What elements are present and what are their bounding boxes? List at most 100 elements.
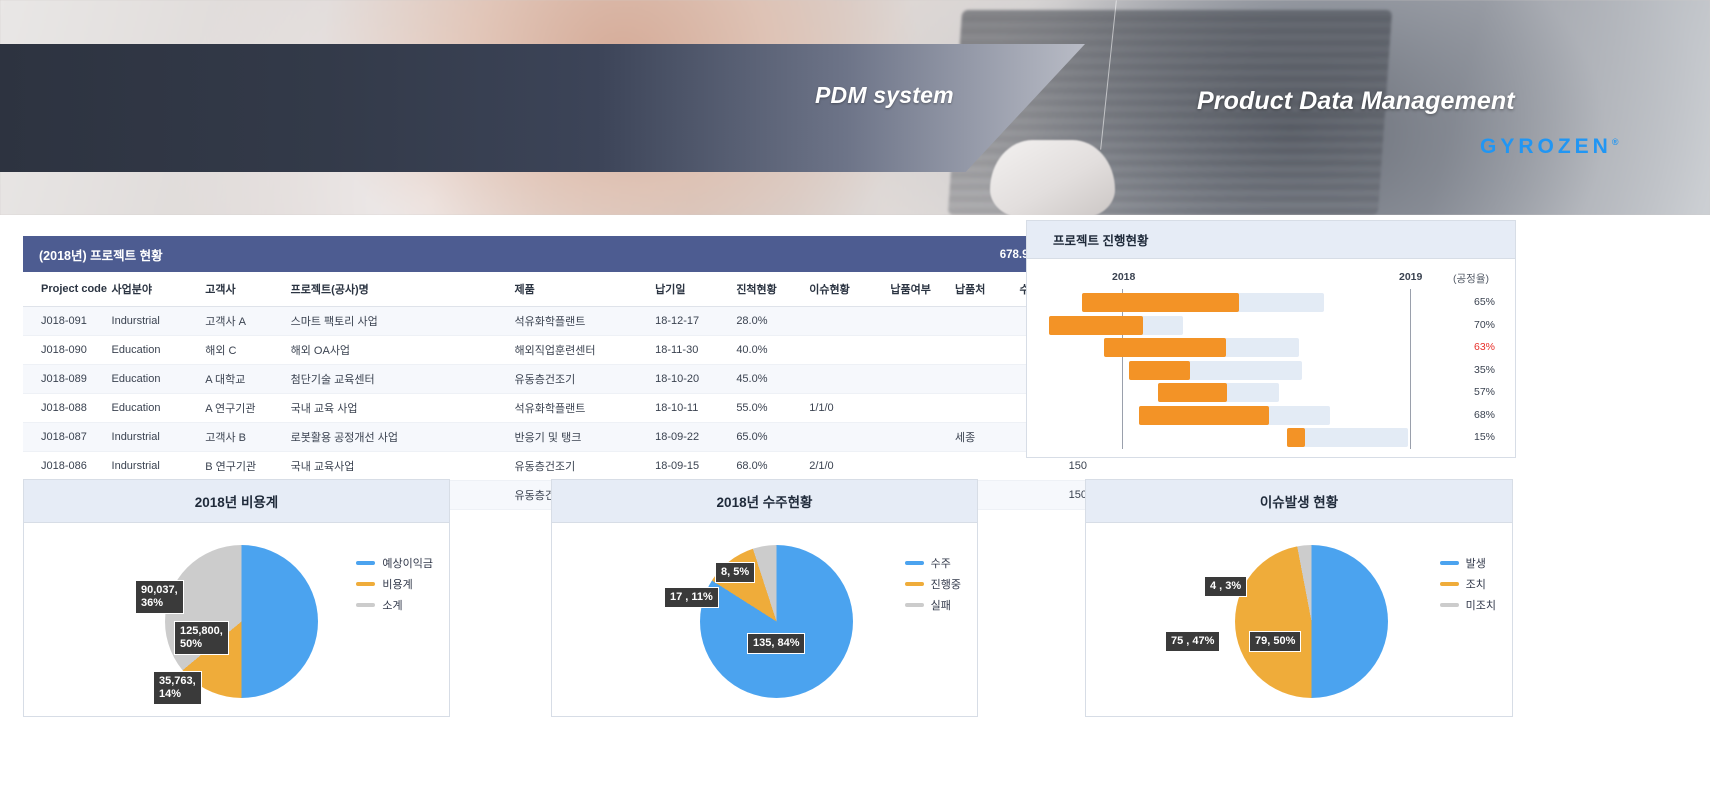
cell-name: 스마트 팩토리 사업 <box>290 316 378 328</box>
cost-pie-area: 125,800, 50% 35,763, 14% 90,037, 36% 예상이… <box>24 523 449 717</box>
col-progress: 진척현황 <box>736 272 810 307</box>
gantt-panel-header: 프로젝트 진행현황 <box>1027 221 1515 259</box>
col-delivered: 납품여부 <box>890 272 955 307</box>
cell-product: 석유화학플랜트 <box>514 403 586 415</box>
cell-delivered <box>890 423 955 452</box>
col-issue-status: 이슈현황 <box>809 272 891 307</box>
brand-logo: GYROZEN® <box>1480 135 1618 159</box>
gantt-gridline-2018 <box>1122 289 1123 449</box>
legend-label-orders: 수주 <box>930 558 951 570</box>
cell-progress: 40.0% <box>736 344 768 356</box>
gantt-progress-percent: 68% <box>1473 408 1495 421</box>
cell-name: 첨단기술 교육센터 <box>290 374 375 386</box>
cell-name: 국내 교육 사업 <box>290 403 358 415</box>
hero-title: PDM system <box>815 82 954 108</box>
legend-label-failed: 실패 <box>930 600 951 612</box>
table-header-row: Project code 사업분야 고객사 프로젝트(공사)명 제품 납기일 진… <box>23 272 1105 307</box>
legend-label-inprogress: 진행중 <box>930 579 961 591</box>
cell-delivered <box>890 365 955 394</box>
cell-progress: 65.0% <box>736 431 768 443</box>
cell-destination: 세종 <box>954 432 976 444</box>
gantt-chart: 2018 2019 (공정율) 65% 70% 63% 35% 57% 68% 15% <box>1027 259 1515 457</box>
gantt-panel-title: 프로젝트 진행현황 <box>1053 234 1149 248</box>
cell-code: J018-090 <box>41 344 87 356</box>
table-row[interactable]: J018-087 Indurstrial 고객사 B 로봇활용 공정개선 사업 반응기 … <box>23 422 1105 452</box>
cell-progress: 55.0% <box>736 402 768 414</box>
legend-label-cost: 비용계 <box>382 579 413 591</box>
legend-item-cost: 비용계 <box>356 576 433 592</box>
col-business-field: 사업분야 <box>111 272 206 307</box>
table-row[interactable]: J018-091 Indurstrial 고객사 A 스마트 팩토리 사업 석유화학플랜… <box>23 306 1105 336</box>
gantt-bar-fill <box>1082 293 1240 312</box>
cell-product: 유동층건조기 <box>514 374 576 386</box>
cell-issue: 1/1/0 <box>809 402 834 414</box>
cell-due: 18-10-11 <box>655 402 699 414</box>
cell-delivered <box>890 452 955 481</box>
cell-product: 유동층건조기 <box>514 461 576 473</box>
project-table-head: Project code 사업분야 고객사 프로젝트(공사)명 제품 납기일 진… <box>23 272 1105 307</box>
issue-pie-legend: 발생 조치 미조치 <box>1439 555 1496 618</box>
pie-label-failed: 8, 5% <box>715 562 756 583</box>
pie-label-profit: 125,800, 50% <box>174 621 229 655</box>
project-table-title: (2018년) 프로젝트 현황 <box>39 248 163 263</box>
project-progress-panel: 프로젝트 진행현황 2018 2019 (공정율) 65% 70% 63% 35% 57… <box>1026 220 1516 458</box>
cell-progress: 28.0% <box>736 315 768 327</box>
order-pie-area: 135, 84% 17 , 11% 8, 5% 수주 진행중 실패 <box>552 523 977 717</box>
legend-swatch-icon <box>904 582 924 586</box>
cost-pie-header: 2018년 비용계 <box>24 480 449 523</box>
pie-label-orders: 135, 84% <box>747 633 806 654</box>
cell-field: Education <box>111 344 161 356</box>
table-row[interactable]: J018-089 Education A 대학교 첨단기술 교육센터 유동층건조기 18-… <box>23 364 1105 394</box>
cell-product: 반응기 및 탱크 <box>514 432 582 444</box>
gantt-axis-label-2018: 2018 <box>1112 271 1136 283</box>
pie-label-cost: 35,763, 14% <box>153 671 202 705</box>
order-pie-legend: 수주 진행중 실패 <box>904 555 961 618</box>
legend-item-subtotal: 소계 <box>356 597 433 613</box>
cell-client: 해외 C <box>205 345 237 357</box>
pie-label-occurred: 79, 50% <box>1249 631 1302 652</box>
cell-progress: 68.0% <box>736 460 768 472</box>
table-row[interactable]: J018-090 Education 해외 C 해외 OA사업 해외직업훈련센터 18-1… <box>23 336 1105 365</box>
cell-name: 로봇활용 공정개선 사업 <box>290 432 398 444</box>
cell-code: J018-087 <box>41 431 87 443</box>
cell-client: 고객사 B <box>205 432 246 444</box>
gantt-axis-label-2019: 2019 <box>1399 271 1423 283</box>
cell-delivered <box>890 307 955 336</box>
issue-pie-title: 이슈발생 현황 <box>1259 495 1339 510</box>
pie-label-handled: 75 , 47% <box>1165 631 1221 652</box>
issue-pie-panel: 이슈발생 현황 79, 50% 75 , 47% 4 , 3% 발생 조치 미조… <box>1085 479 1513 717</box>
cell-destination <box>955 452 1020 481</box>
legend-swatch-icon <box>1439 561 1459 565</box>
cell-client: 고객사 A <box>205 316 246 328</box>
legend-item-profit: 예상이익금 <box>356 555 433 571</box>
gantt-progress-percent: 65% <box>1473 296 1495 308</box>
cell-destination <box>955 307 1020 336</box>
legend-item-inprogress: 진행중 <box>904 576 961 592</box>
cell-product: 해외직업훈련센터 <box>514 345 596 357</box>
gantt-bar-fill <box>1286 428 1305 447</box>
gantt-progress-percent: 63% <box>1473 341 1495 353</box>
col-destination: 납품처 <box>954 272 1020 307</box>
brand-logo-text: GYROZEN <box>1480 135 1612 158</box>
hero-mouse-object <box>990 140 1115 215</box>
issue-pie-header: 이슈발생 현황 <box>1086 480 1512 523</box>
table-row[interactable]: J018-088 Education A 연구기관 국내 교육 사업 석유화학플랜트 18… <box>23 394 1105 423</box>
cell-due: 18-10-20 <box>655 373 700 385</box>
table-row[interactable]: J018-086 Indurstrial B 연구기관 국내 교육사업 유동층건조기 18… <box>23 452 1105 481</box>
gantt-bar-fill <box>1103 338 1227 357</box>
cell-name: 국내 교육사업 <box>290 461 355 473</box>
cell-name: 해외 OA사업 <box>290 345 351 357</box>
project-status-panel: (2018년) 프로젝트 현황 678.9억원 / 135건 Project c… <box>23 236 1105 510</box>
project-table-header-bar: (2018년) 프로젝트 현황 678.9억원 / 135건 <box>23 236 1105 272</box>
legend-swatch-icon <box>356 561 376 565</box>
legend-item-unhandled: 미조치 <box>1439 597 1496 613</box>
col-project-code: Project code <box>23 272 112 307</box>
cell-client: B 연구기관 <box>205 461 257 473</box>
hero-subtitle: Product Data Management <box>1197 87 1515 115</box>
cell-issue <box>809 423 890 452</box>
gantt-progress-percent: 70% <box>1473 318 1495 331</box>
issue-pie-chart <box>1235 545 1388 698</box>
legend-item-handled: 조치 <box>1439 576 1496 592</box>
gantt-bar-fill <box>1048 315 1144 335</box>
cell-code: J018-086 <box>41 460 87 472</box>
